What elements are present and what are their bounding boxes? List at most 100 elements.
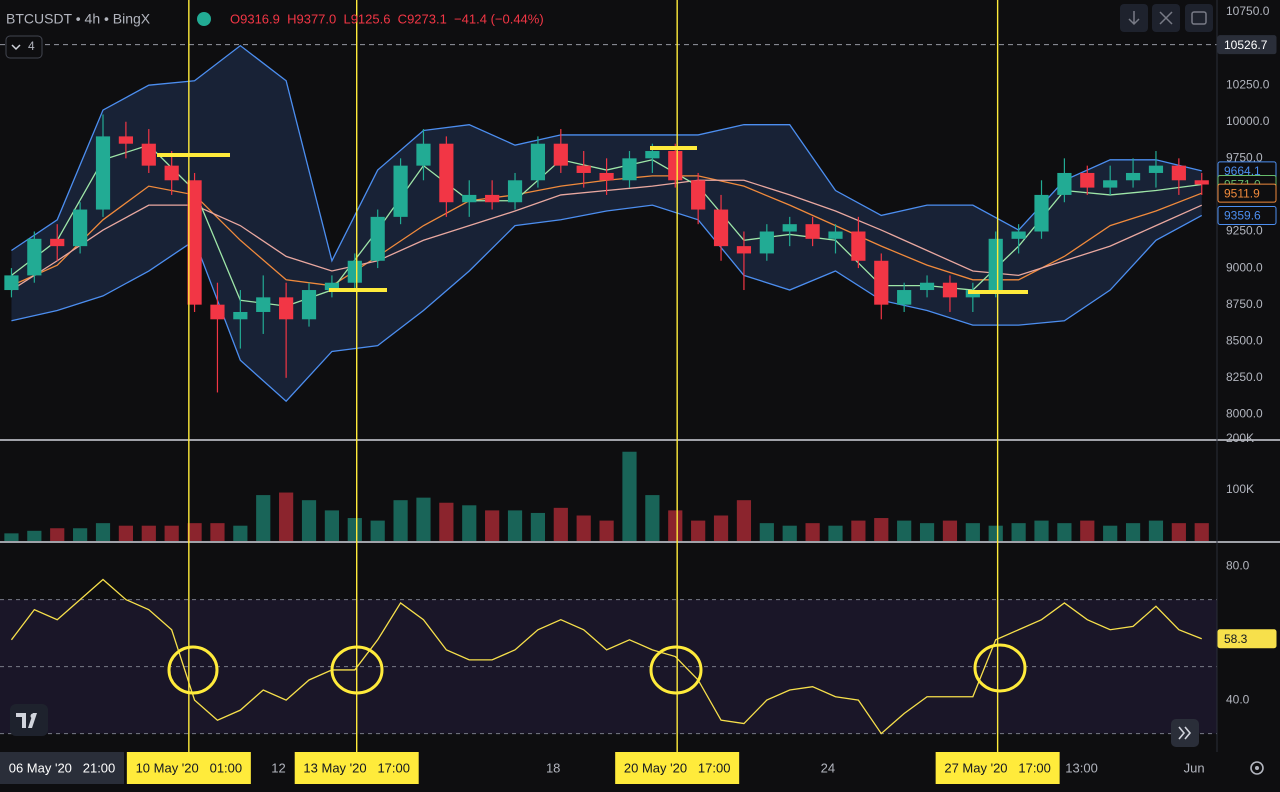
volume-bar: [27, 530, 42, 541]
volume-bar: [736, 500, 752, 541]
double-arrow-icon: [1178, 726, 1192, 740]
y-tick-label: 80.0: [1226, 558, 1250, 572]
volume-bar: [897, 520, 912, 541]
candle-body: [713, 209, 729, 247]
volume-bar: [1057, 523, 1072, 541]
volume-bar: [668, 510, 683, 541]
price-badge: [1217, 629, 1277, 649]
candle-body: [279, 297, 294, 320]
candle-body: [1034, 194, 1049, 232]
volume-bar: [691, 520, 706, 541]
volume-bar: [1080, 520, 1095, 541]
highlight-circle: [973, 643, 1027, 693]
volume-bar: [462, 505, 477, 541]
volume-bar: [301, 500, 317, 541]
indicator-toggle[interactable]: [5, 35, 43, 59]
volume-bar: [95, 523, 111, 541]
candle-body: [164, 165, 179, 181]
price-pane: [0, 44, 1217, 403]
y-tick-label: 9000.0: [1226, 260, 1263, 274]
candle-body: [187, 180, 202, 305]
price-badge: [1217, 183, 1277, 203]
highlight-x-label: 10 May '20 01:00: [136, 760, 243, 775]
rsi-line: [10, 578, 1202, 735]
volume-bar: [1034, 520, 1049, 541]
volume-bar: [622, 451, 637, 541]
volume-bar: [210, 523, 225, 541]
volume-bar: [942, 520, 958, 541]
highlight-circle: [649, 645, 703, 695]
volume-bar: [347, 518, 362, 541]
highlight-label-bg: [294, 752, 419, 784]
candle-body: [118, 136, 133, 144]
volume-bar: [370, 520, 385, 541]
ohlc-legend: O9316.9 H9377.0 L9125.6 C9273.1 −41.4 (−…: [230, 11, 544, 26]
candle-body: [1148, 165, 1164, 173]
candle-body: [805, 224, 820, 239]
candle-body: [210, 304, 225, 320]
price-badge-label: 10526.7: [1224, 38, 1268, 52]
highlight-label-bg: [126, 752, 251, 784]
volume-bar: [805, 523, 820, 541]
volume-bar: [713, 515, 729, 541]
x-tick-label: Jun: [1184, 760, 1205, 775]
highlight-circle: [330, 645, 384, 695]
cursor-x-label: 06 May '20 21:00: [9, 760, 116, 775]
candle-body: [622, 158, 637, 181]
highlight-label-bg: [615, 752, 740, 784]
volume-bar: [874, 518, 889, 541]
volume-bar: [965, 523, 980, 541]
candle-body: [27, 238, 42, 276]
volume-bar: [233, 525, 248, 541]
volume-bar: [759, 523, 774, 541]
price-badge-label: 9664.1: [1224, 164, 1261, 178]
x-tick-label: 12: [271, 760, 285, 775]
candle-body: [599, 172, 614, 181]
volume-bar: [187, 523, 202, 541]
annotations: [157, 146, 1028, 695]
band-upper: [11, 44, 1202, 263]
volume-bar: [256, 495, 271, 541]
candle-body: [759, 231, 774, 254]
candle-body: [736, 246, 752, 254]
volume-bar: [851, 520, 866, 541]
volume-bar: [50, 528, 65, 541]
highlight-label-bg: [935, 752, 1060, 784]
settings-icon: [1255, 766, 1259, 770]
candle-body: [233, 311, 248, 320]
volume-bar: [416, 497, 431, 541]
maximize-icon: [1191, 11, 1207, 25]
y-tick-label: 40.0: [1226, 692, 1250, 706]
x-tick-label: 18: [546, 760, 560, 775]
candle-body: [485, 194, 500, 203]
settings-icon[interactable]: [1250, 761, 1264, 775]
volume-bar: [1171, 523, 1186, 541]
y-tick-label: 10250.0: [1226, 77, 1270, 91]
maximize-button[interactable]: [1185, 4, 1213, 32]
candle-body: [782, 224, 797, 232]
x-tick-label: 13:00: [1065, 760, 1098, 775]
x-tick-label: 24: [821, 760, 835, 775]
y-tick-label: 8750.0: [1226, 297, 1263, 311]
rsi-pane: [0, 578, 1217, 735]
volume-bar: [553, 507, 568, 541]
candle-body: [851, 231, 866, 261]
volume-pane: [4, 451, 1209, 541]
volume-bar: [439, 502, 454, 541]
volume-bar: [485, 510, 500, 541]
volume-bar: [4, 533, 19, 541]
candle-body: [576, 165, 591, 173]
arrow-icon: [1128, 11, 1140, 26]
price-badge: [1217, 205, 1277, 225]
price-badge-label: 9511.9: [1224, 186, 1260, 200]
volume-bar: [324, 510, 340, 541]
candle-body: [73, 209, 88, 247]
candle-body: [4, 275, 19, 291]
candle-body: [95, 136, 111, 210]
candle-body: [1171, 165, 1186, 181]
volume-bar: [1125, 523, 1141, 541]
candle-body: [50, 238, 65, 247]
logo-badge[interactable]: [10, 704, 48, 736]
volume-bar: [507, 510, 523, 541]
